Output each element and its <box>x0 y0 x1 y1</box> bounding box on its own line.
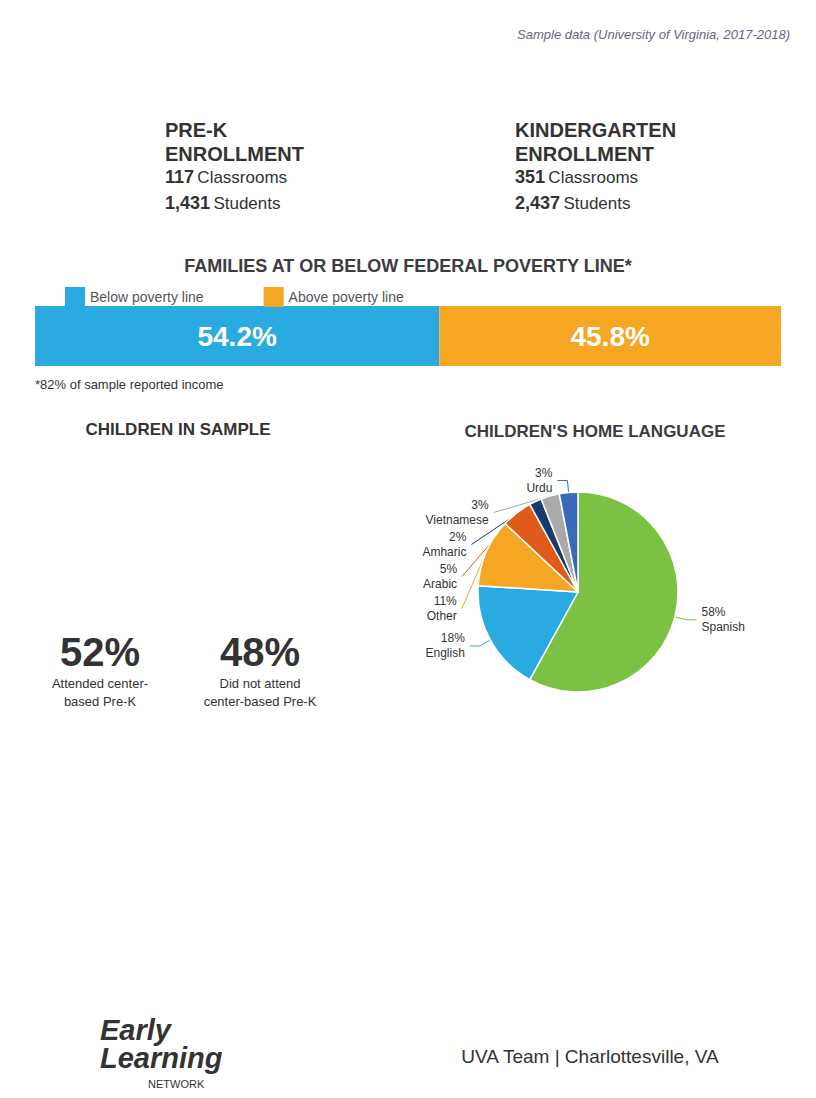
svg-text:54.2%: 54.2% <box>197 321 276 352</box>
svg-text:Above poverty line: Above poverty line <box>289 289 404 305</box>
svg-text:3%: 3% <box>471 498 489 512</box>
svg-text:Sample data (University of Vir: Sample data (University of Virginia, 201… <box>517 27 790 42</box>
svg-text:ENROLLMENT: ENROLLMENT <box>165 143 304 165</box>
svg-text:Classrooms: Classrooms <box>548 168 638 187</box>
svg-text:English: English <box>425 646 464 660</box>
svg-text:Amharic: Amharic <box>422 545 466 559</box>
svg-text:Below poverty line: Below poverty line <box>90 289 204 305</box>
svg-text:2,437: 2,437 <box>515 193 560 213</box>
svg-text:Vietnamese: Vietnamese <box>426 513 489 527</box>
svg-text:Students: Students <box>213 194 280 213</box>
svg-text:18%: 18% <box>441 631 465 645</box>
svg-text:45.8%: 45.8% <box>570 321 649 352</box>
svg-text:center-based Pre-K: center-based Pre-K <box>204 694 317 709</box>
svg-text:Did not attend: Did not attend <box>220 676 301 691</box>
svg-text:Classrooms: Classrooms <box>197 168 287 187</box>
svg-text:FAMILIES AT OR BELOW FEDERAL P: FAMILIES AT OR BELOW FEDERAL POVERTY LIN… <box>184 256 631 276</box>
svg-text:Arabic: Arabic <box>423 577 457 591</box>
svg-text:Spanish: Spanish <box>701 620 744 634</box>
svg-text:CHILDREN IN SAMPLE: CHILDREN IN SAMPLE <box>85 420 270 439</box>
svg-text:Learning: Learning <box>100 1042 223 1074</box>
svg-text:PRE-K: PRE-K <box>165 119 228 141</box>
svg-text:Early: Early <box>100 1014 171 1046</box>
svg-text:KINDERGARTEN: KINDERGARTEN <box>515 119 676 141</box>
svg-text:NETWORK: NETWORK <box>148 1078 205 1090</box>
svg-text:52%: 52% <box>60 630 140 674</box>
svg-text:1,431: 1,431 <box>165 193 210 213</box>
svg-text:5%: 5% <box>440 562 458 576</box>
svg-text:ENROLLMENT: ENROLLMENT <box>515 143 654 165</box>
svg-text:Other: Other <box>427 609 457 623</box>
svg-text:117: 117 <box>165 167 194 187</box>
svg-text:Urdu: Urdu <box>526 481 552 495</box>
svg-text:48%: 48% <box>220 630 300 674</box>
svg-text:based Pre-K: based Pre-K <box>64 694 137 709</box>
svg-text:3%: 3% <box>535 466 553 480</box>
svg-text:UVA Team | Charlottesville, VA: UVA Team | Charlottesville, VA <box>461 1046 719 1067</box>
svg-text:CHILDREN'S HOME LANGUAGE: CHILDREN'S HOME LANGUAGE <box>465 422 726 441</box>
svg-text:351: 351 <box>515 167 545 187</box>
svg-text:11%: 11% <box>434 594 457 608</box>
svg-text:*82% of sample reported income: *82% of sample reported income <box>35 377 224 392</box>
svg-text:Attended center-: Attended center- <box>52 676 148 691</box>
svg-text:Students: Students <box>563 194 630 213</box>
svg-text:2%: 2% <box>449 530 467 544</box>
svg-text:58%: 58% <box>701 605 725 619</box>
